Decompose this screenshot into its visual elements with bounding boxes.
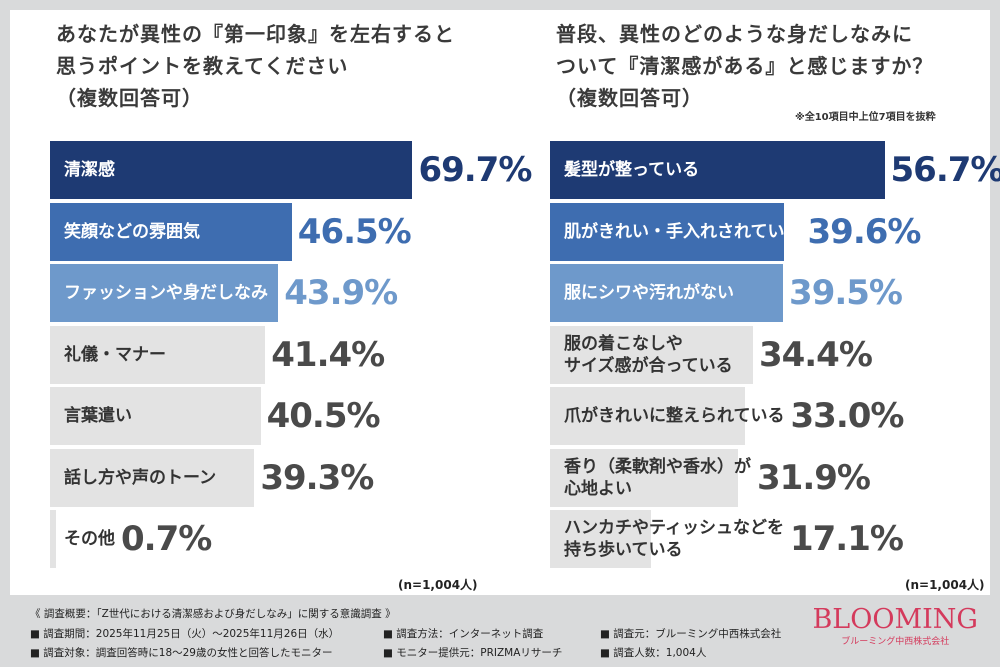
left-bar-value-6: 39.3% xyxy=(260,457,374,498)
survey-footer: 《 調査概要：「Z世代における清潔感および身だしなみ」に関する意識調査 》 ■ … xyxy=(0,598,1000,667)
left-bar-value-4: 41.4% xyxy=(271,334,385,375)
left-bar-value-7: 0.7% xyxy=(121,519,212,559)
right-bar-value-4: 34.4% xyxy=(758,334,873,375)
left-bar-value-3: 43.9% xyxy=(284,273,398,313)
right-bar-5 xyxy=(550,387,745,445)
left-bar-2 xyxy=(50,202,292,261)
right-bar-6 xyxy=(550,448,739,507)
left-bar-label-3: ファッションや身だしなみ xyxy=(64,283,268,303)
survey-source: ■ 調査元：ブルーミング中西株式会社 xyxy=(600,628,782,640)
right-bar-label-5: 爪がきれいに整えられている xyxy=(564,406,785,426)
right-bar-4 xyxy=(550,325,753,384)
logo-wordmark: BLOOMING xyxy=(812,604,978,635)
survey-summary: 《 調査概要：「Z世代における清潔感および身だしなみ」に関する意識調査 》 xyxy=(30,608,396,620)
survey-target: ■ 調査対象：調査回答時に18〜29歳の女性と回答したモニター xyxy=(30,647,333,659)
left-chart-title: あなたが異性の『第一印象』を左右すると 思うポイントを教えてください （複数回答… xyxy=(56,22,455,110)
left-bar-1 xyxy=(50,141,413,199)
left-bar-value-2: 46.5% xyxy=(297,211,412,252)
right-bar-3 xyxy=(550,264,784,322)
left-bar-6 xyxy=(50,448,255,507)
logo-company-name: ブルーミング中西株式会社 xyxy=(841,637,950,647)
right-bar-label-7: ハンカチやティッシュなどを 持ち歩いている xyxy=(564,518,784,560)
right-bar-label-1: 髪型が整っている xyxy=(564,160,700,180)
left-bar-label-4: 礼儀・マナー xyxy=(64,344,166,365)
right-bar-7 xyxy=(550,510,651,568)
survey-method: ■ 調査方法：インターネット調査 xyxy=(383,628,544,640)
right-bar-value-6: 31.9% xyxy=(757,457,871,498)
left-bar-5 xyxy=(50,387,261,445)
right-bar-value-7: 17.1% xyxy=(789,519,904,559)
right-chart-title: 普段、異性のどのような身だしなみに ついて『清潔感がある』と感じますか？ （複数… xyxy=(556,22,934,110)
company-logo: BLOOMING ブルーミング中西株式会社 xyxy=(812,604,978,648)
left-bar-7 xyxy=(50,510,56,568)
right-bar-value-3: 39.5% xyxy=(789,273,903,313)
right-bar-label-3: 服にシワや汚れがない xyxy=(564,283,734,303)
left-bar-4 xyxy=(50,325,266,384)
left-bar-label-1: 清潔感 xyxy=(64,160,115,180)
right-bar-label-2: 肌がきれい・手入れされている xyxy=(564,221,802,242)
left-bar-label-2: 笑顔などの雰囲気 xyxy=(64,221,200,242)
right-chart-note: ※全10項目中上位7項目を抜粋 xyxy=(795,112,936,123)
left-bar-value-5: 40.5% xyxy=(266,396,381,436)
left-sample-size: (n=1,004人) xyxy=(398,578,478,592)
right-bar-value-1: 56.7% xyxy=(890,150,1000,190)
right-bar-label-6: 香り（柔軟剤や香水）が 心地よい xyxy=(564,456,751,499)
right-bar-1 xyxy=(550,141,885,199)
left-bar-label-5: 言葉遣い xyxy=(64,406,132,426)
right-bar-label-4: 服の着こなしや サイズ感が合っている xyxy=(564,333,733,376)
left-bar-3 xyxy=(50,264,279,322)
survey-provider: ■ モニター提供元：PRIZMAリサーチ xyxy=(383,647,563,659)
left-bar-value-1: 69.7% xyxy=(418,150,532,190)
right-bar-2 xyxy=(550,202,784,261)
right-bar-value-2: 39.6% xyxy=(807,211,922,252)
right-sample-size: (n=1,004人) xyxy=(905,578,985,592)
survey-period: ■ 調査期間：2025年11月25日（火）〜2025年11月26日（水） xyxy=(30,628,340,640)
left-bar-label-6: 話し方や声のトーン xyxy=(64,467,217,488)
right-bar-value-5: 33.0% xyxy=(790,396,905,436)
left-bar-label-7: その他 xyxy=(64,529,115,549)
survey-count: ■ 調査人数：1,004人 xyxy=(600,647,707,659)
